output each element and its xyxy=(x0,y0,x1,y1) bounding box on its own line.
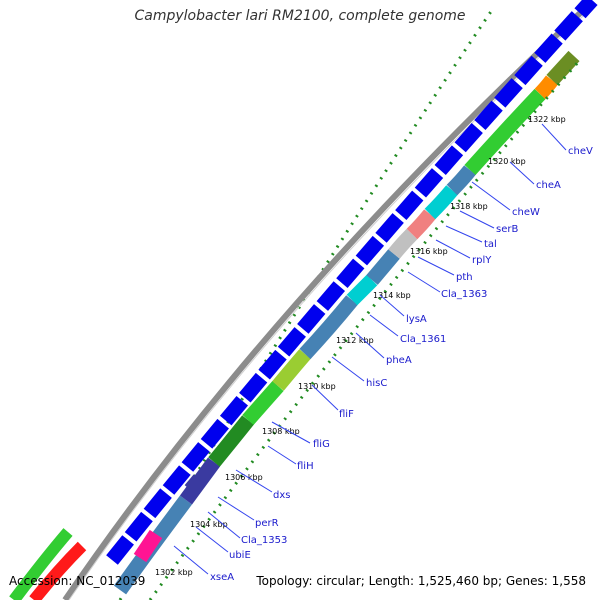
gene-label: fliH xyxy=(297,461,314,472)
gene-label: Cla_1353 xyxy=(241,535,287,546)
gene-label: cheV xyxy=(568,146,593,157)
gene-label: dxs xyxy=(273,490,290,501)
kbp-ticks: 1302 kbp 1304 kbp 1306 kbp 1308 kbp 1310… xyxy=(155,115,566,577)
kbp-tick: 1308 kbp xyxy=(262,427,300,436)
gene-label: serB xyxy=(496,224,518,235)
kbp-tick: 1302 kbp xyxy=(155,568,193,577)
gene-label: fliG xyxy=(313,439,330,450)
adjacent-fragment xyxy=(9,528,87,600)
kbp-tick: 1316 kbp xyxy=(410,247,448,256)
forward-strand-ring xyxy=(106,0,598,565)
gene-label: rplY xyxy=(472,255,492,266)
gene-label: ubiE xyxy=(229,550,251,561)
gene-label: perR xyxy=(255,518,279,529)
gene-label: hisC xyxy=(366,378,387,389)
gene-label: pheA xyxy=(386,355,412,366)
kbp-tick: 1322 kbp xyxy=(528,115,566,124)
reverse-strand-ring xyxy=(113,50,580,595)
gene-label: cheW xyxy=(512,207,540,218)
gene-label: Cla_1363 xyxy=(441,289,487,300)
genome-summary: Topology: circular; Length: 1,525,460 bp… xyxy=(256,574,586,588)
gene-label: tal xyxy=(484,239,497,250)
gene-label: fliF xyxy=(339,409,354,420)
backbone-arc xyxy=(62,0,595,600)
kbp-tick: 1320 kbp xyxy=(488,157,526,166)
small-reverse-block xyxy=(184,474,202,492)
gene-labels: xseA ubiE Cla_1353 perR dxs fliH fliG fl… xyxy=(210,146,593,583)
map-title: Campylobacter lari RM2100, complete geno… xyxy=(134,8,466,24)
kbp-tick: 1306 kbp xyxy=(225,473,263,482)
kbp-tick: 1312 kbp xyxy=(336,336,374,345)
kbp-tick: 1318 kbp xyxy=(450,202,488,211)
kbp-tick: 1310 kbp xyxy=(298,382,336,391)
kbp-tick: 1304 kbp xyxy=(190,520,228,529)
label-connectors xyxy=(173,123,567,575)
inner-dotted-arc xyxy=(148,59,582,600)
accession-label: Accession: NC_012039 xyxy=(9,574,146,588)
gene-label: xseA xyxy=(210,572,234,583)
gene-label: cheA xyxy=(536,180,561,191)
gene-label: pth xyxy=(456,272,473,283)
gene-label: lysA xyxy=(406,314,427,325)
kbp-tick: 1314 kbp xyxy=(373,291,411,300)
gene-label: Cla_1361 xyxy=(400,334,446,345)
